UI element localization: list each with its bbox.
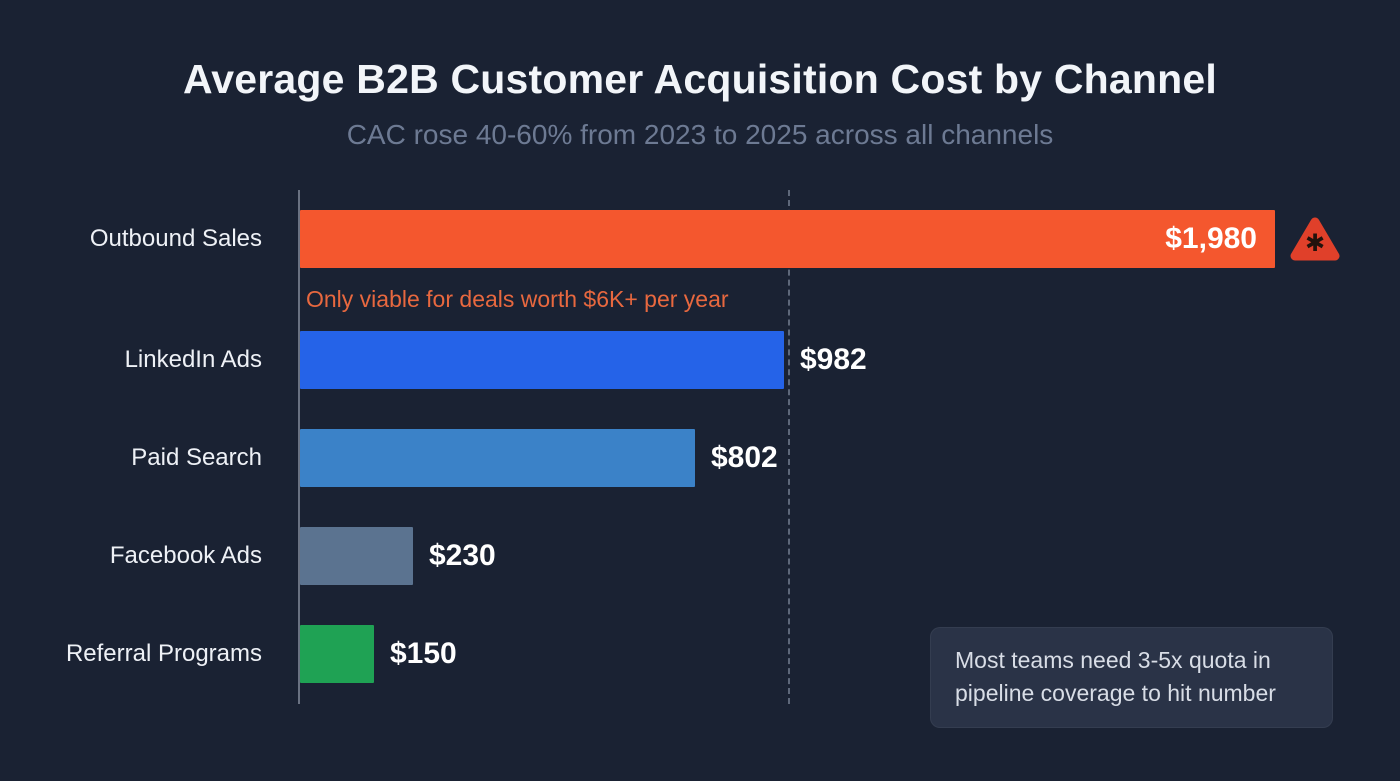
bar-facebook-ads [300, 527, 413, 585]
chart-title: Average B2B Customer Acquisition Cost by… [182, 56, 1218, 102]
bar-annotation: Only viable for deals worth $6K+ per yea… [306, 286, 729, 312]
bar-outbound-sales: $1,980 [300, 210, 1275, 268]
note-box: Most teams need 3-5x quota in pipeline c… [930, 627, 1333, 728]
bar-chart: Outbound Sales $1,980 ✱ Only viable for … [0, 210, 1400, 723]
svg-text:✱: ✱ [1305, 230, 1325, 257]
bar-area: $150 [300, 625, 1400, 683]
bar-referral-programs [300, 625, 374, 683]
category-label: Facebook Ads [109, 542, 262, 569]
chart-row-referral-programs: Referral Programs $150 [0, 625, 1400, 683]
warning-icon: ✱ [1289, 215, 1341, 263]
value-label: $982 [800, 343, 867, 376]
category-label: Referral Programs [65, 640, 262, 667]
chart-row-outbound-sales: Outbound Sales $1,980 ✱ [0, 210, 1400, 268]
bar-area: $982 [300, 331, 1400, 389]
bar-linkedin-ads [300, 331, 784, 389]
reference-dashed-line [788, 190, 790, 704]
value-label: $230 [429, 539, 496, 572]
chart-header: Average B2B Customer Acquisition Cost by… [0, 0, 1400, 152]
bar-area: $230 [300, 527, 1400, 585]
y-axis-line [298, 190, 300, 704]
chart-row-facebook-ads: Facebook Ads $230 [0, 527, 1400, 585]
value-label: $1,980 [1165, 222, 1257, 255]
bar-paid-search [300, 429, 695, 487]
category-label: Outbound Sales [89, 225, 262, 252]
chart-subtitle: CAC rose 40-60% from 2023 to 2025 across… [346, 119, 1054, 150]
note-text: Most teams need 3-5x quota in pipeline c… [955, 647, 1276, 707]
category-label: Paid Search [131, 444, 262, 471]
value-label: $802 [711, 441, 778, 474]
chart-row-paid-search: Paid Search $802 [0, 429, 1400, 487]
value-label: $150 [390, 637, 457, 670]
category-label: LinkedIn Ads [124, 346, 262, 373]
chart-row-linkedin-ads: LinkedIn Ads $982 [0, 331, 1400, 389]
bar-area: $802 [300, 429, 1400, 487]
bar-area: $1,980 ✱ [300, 210, 1400, 268]
